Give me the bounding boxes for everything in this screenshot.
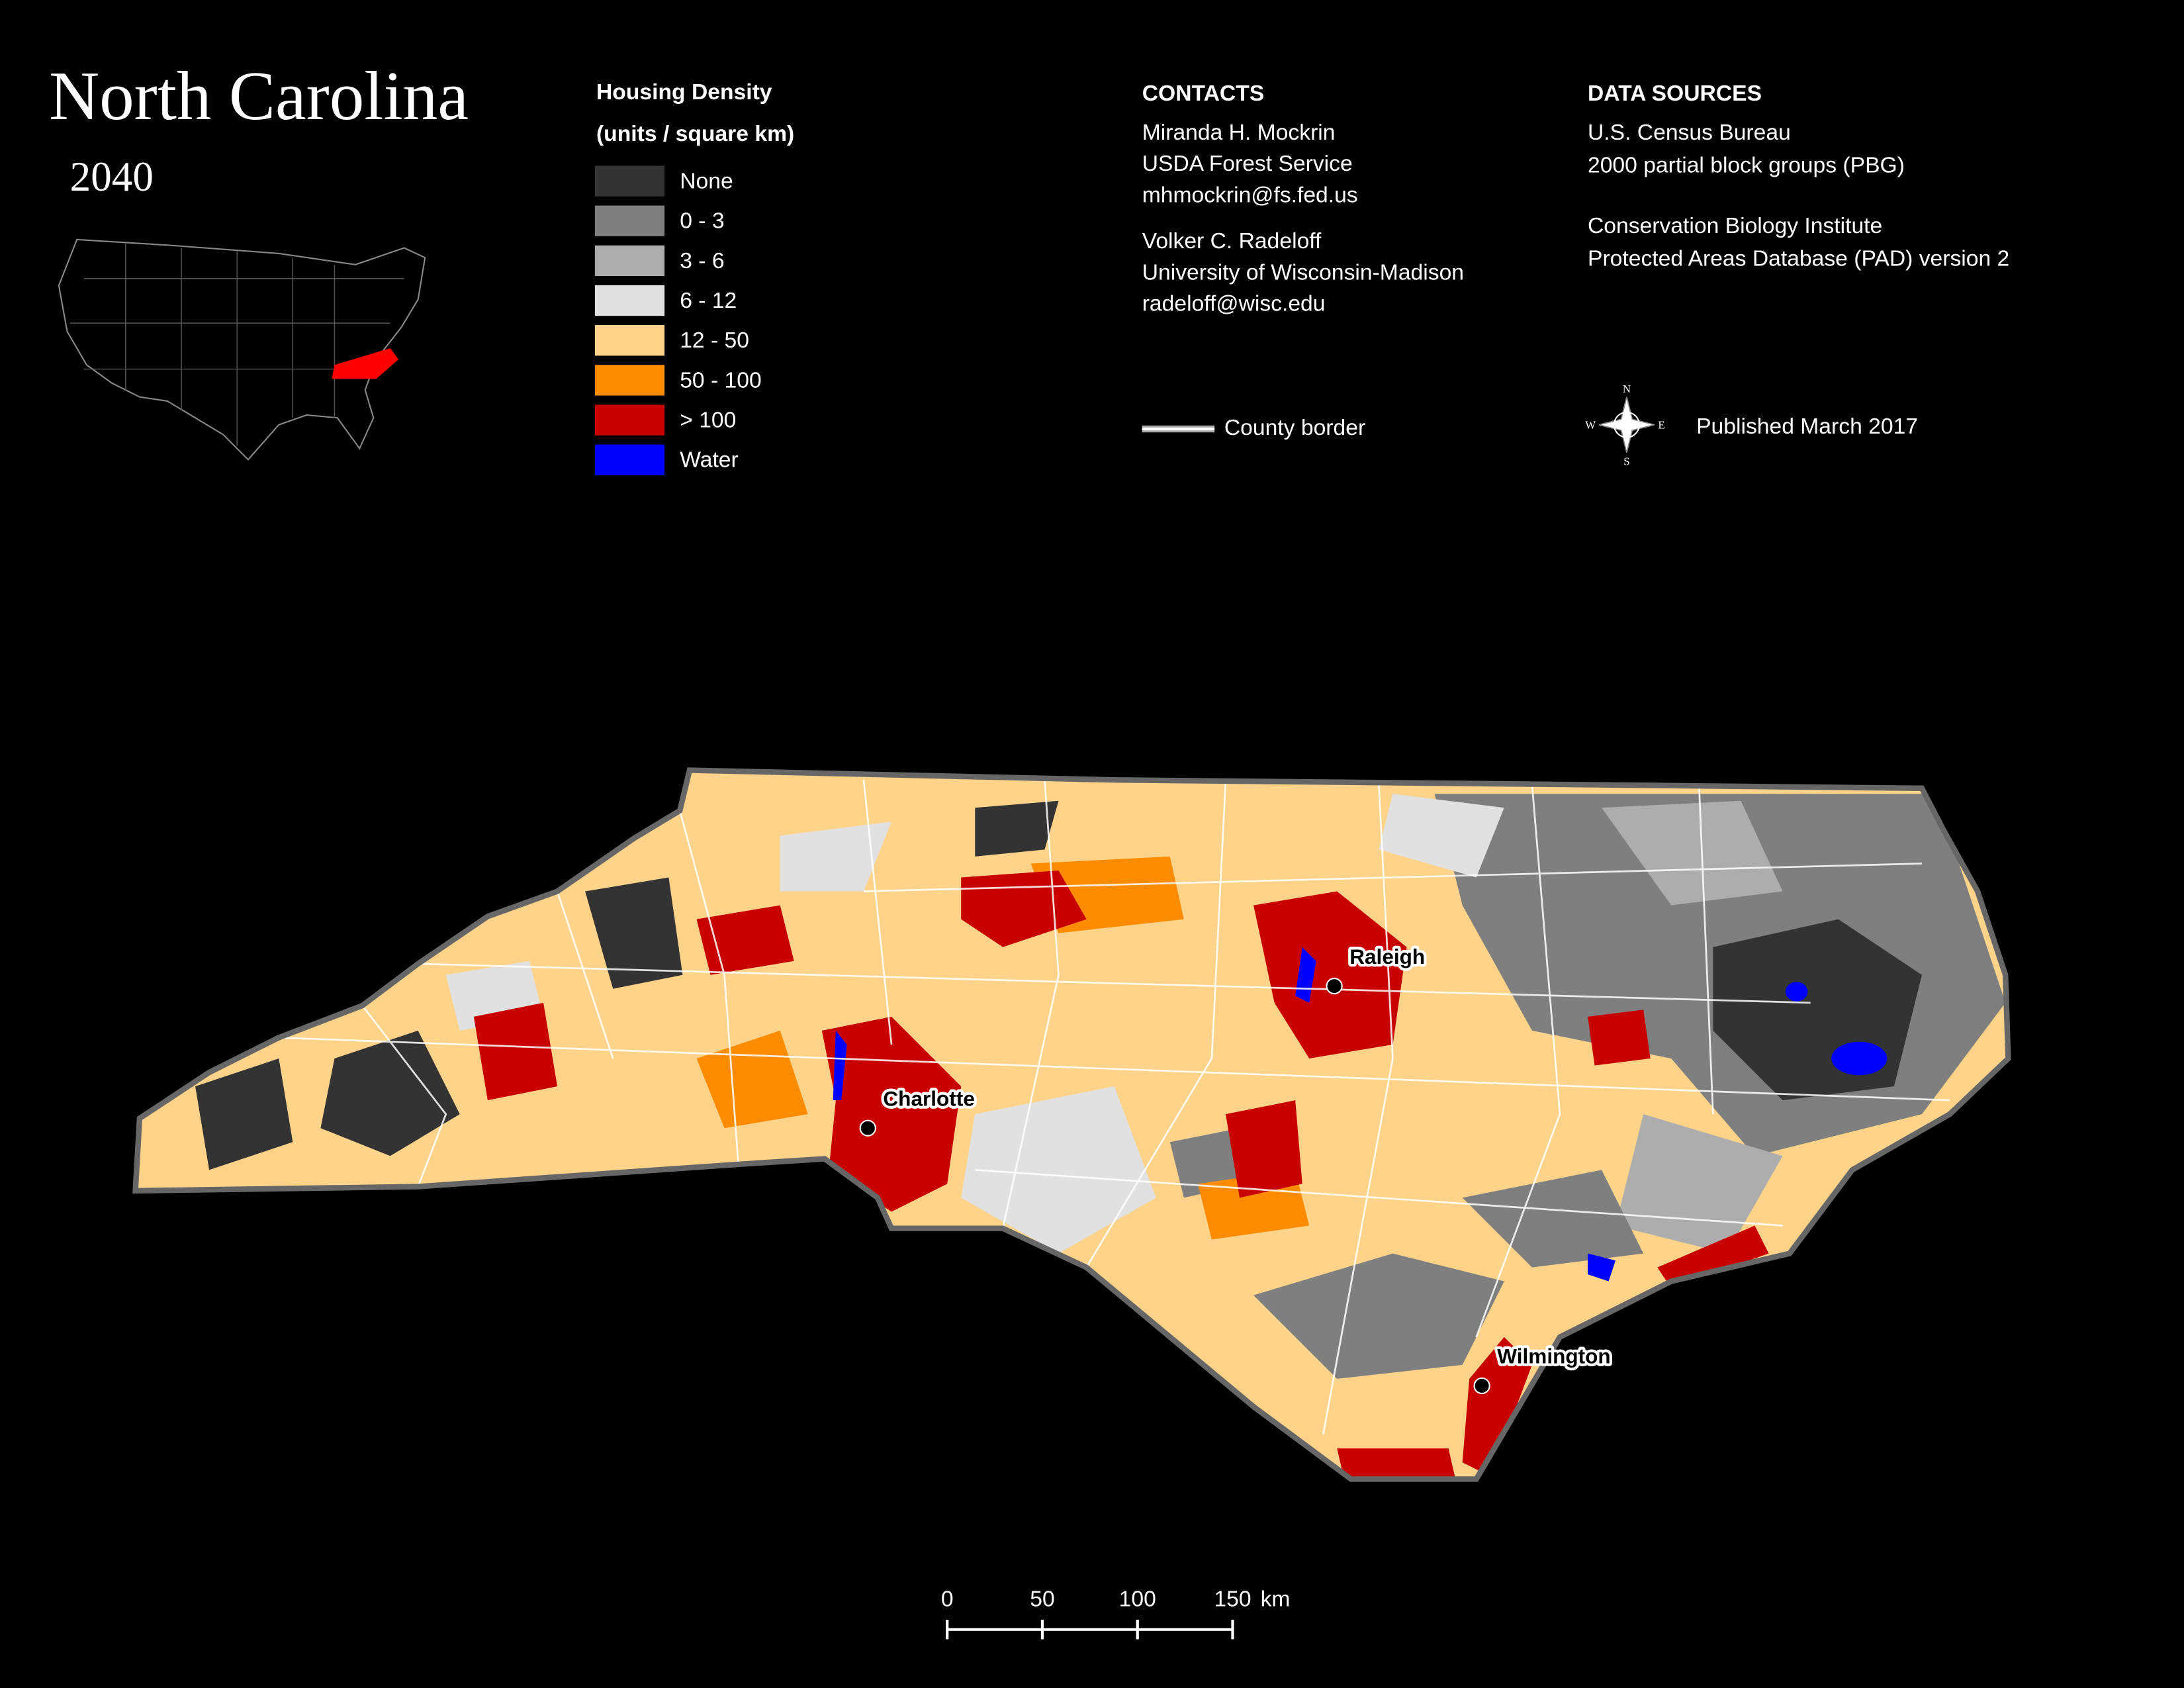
nc-highlight [332,348,399,379]
density-area [1253,891,1407,1059]
legend-label: 0 - 3 [680,209,724,234]
legend-label: 12 - 50 [680,328,749,353]
compass: N E S W [1585,383,1664,467]
sources-heading: DATA SOURCES [1588,81,1762,106]
density-area [1588,1009,1651,1066]
density-area [585,877,683,989]
legend-label: 50 - 100 [680,368,762,393]
city-label: Raleigh [1349,945,1425,968]
source-line: 2000 partial block groups (PBG) [1588,153,1905,177]
legend-label: 3 - 6 [680,249,724,273]
county-border-label: County border [1224,416,1365,440]
scale-label: 150 [1214,1587,1251,1611]
legend-swatch [594,165,665,197]
city-dot [1473,1377,1490,1395]
compass-w: W [1585,419,1596,432]
city-label: Wilmington [1497,1344,1610,1368]
legend-title: (units / square km) [596,122,794,146]
source-line: Protected Areas Database (PAD) version 2 [1588,246,2009,271]
density-area [1462,1336,1532,1477]
density-area [780,821,892,892]
density-area [1225,1100,1302,1198]
density-area [1657,1225,1769,1289]
cities: Charlotte Raleigh Wilmington [859,942,1614,1395]
scale-label: 100 [1119,1587,1156,1611]
density-area [975,800,1059,857]
density-area [1379,794,1504,878]
city-dot [859,1119,876,1137]
legend-label: 6 - 12 [680,289,737,313]
legend-swatch [594,245,665,277]
contacts-heading: CONTACTS [1142,81,1264,106]
contact-line: USDA Forest Service [1142,152,1353,176]
scale-bar: 0 50 100 150 km [941,1587,1291,1640]
contact-line: mhmockrin@fs.fed.us [1142,183,1358,208]
contact-line: Volker C. Radeloff [1142,229,1322,254]
city-dot [1326,977,1343,995]
legend-swatch [594,365,665,396]
map-subtitle: 2040 [70,154,154,200]
us-inset [58,238,426,461]
source-line: Conservation Biology Institute [1588,214,1882,238]
density-area [961,1086,1156,1254]
legend-swatch [594,404,665,436]
density-area [195,1058,293,1170]
contact-line: radeloff@wisc.edu [1142,292,1326,316]
compass-e: E [1658,419,1664,432]
density-area [473,1002,558,1101]
density-area [1253,1253,1504,1379]
scale-label: 0 [941,1587,954,1611]
legend: Housing Density (units / square km) None… [594,80,794,475]
contacts: CONTACTS County border Miranda H. Mockri… [1142,81,1464,440]
published-date: Published March 2017 [1696,414,1918,439]
density-area [320,1030,460,1156]
source-line: U.S. Census Bureau [1588,120,1791,145]
legend-swatch [594,444,665,475]
water-body [833,1030,847,1101]
density-area [1602,800,1783,906]
density-area [1337,1448,1456,1479]
legend-swatch [594,205,665,236]
legend-swatch [594,285,665,316]
data-sources: DATA SOURCES Published March 2017 U.S. C… [1588,81,2009,439]
legend-title: Housing Density [596,80,772,105]
compass-n: N [1623,383,1631,395]
water-body [1831,1041,1888,1076]
legend-label: > 100 [680,408,736,433]
density-area [1462,1170,1644,1268]
density-area [696,905,794,975]
density-area [821,1016,962,1212]
legend-label: None [680,169,733,194]
compass-s: S [1623,455,1629,467]
scale-unit: km [1261,1587,1291,1611]
legend-swatch [594,325,665,356]
city-label: Charlotte [883,1086,974,1110]
contact-line: University of Wisconsin-Madison [1142,260,1464,285]
density-area [1615,1114,1783,1254]
legend-label: Water [680,448,739,473]
map-title: North Carolina [49,57,469,134]
scale-label: 50 [1030,1587,1054,1611]
water-body [1785,982,1808,1002]
contact-line: Miranda H. Mockrin [1142,120,1336,145]
water-body [1588,1253,1616,1282]
